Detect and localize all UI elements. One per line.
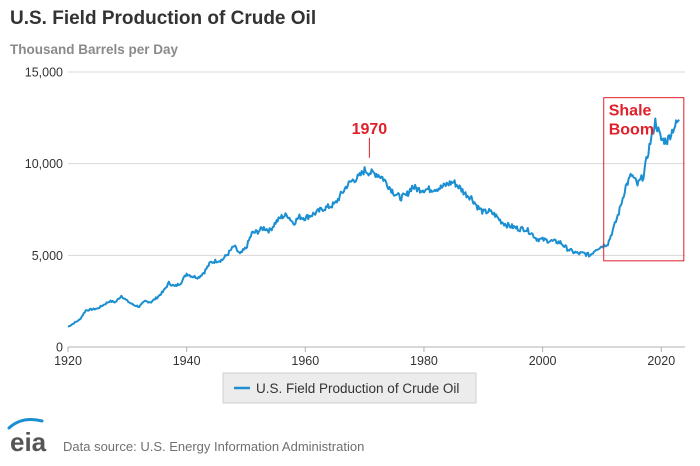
x-tick-label: 1940 — [173, 354, 201, 368]
y-axis-label: Thousand Barrels per Day — [10, 42, 179, 57]
x-tick-label: 1920 — [54, 354, 82, 368]
series-layer — [67, 117, 680, 328]
data-source: Data source: U.S. Energy Information Adm… — [63, 439, 364, 454]
annotation-boom-label: Boom — [609, 122, 654, 139]
x-tick-label: 1980 — [410, 354, 438, 368]
y-tick-label: 10,000 — [25, 157, 63, 171]
gridlines — [68, 71, 685, 348]
legend-box — [222, 372, 477, 404]
y-tick-label: 15,000 — [25, 66, 63, 80]
annotations: 1970 Shale Boom — [352, 97, 685, 262]
annotation-1970-label: 1970 — [352, 121, 388, 138]
y-tick-label: 5,000 — [32, 249, 63, 263]
annotation-shale-label: Shale — [609, 103, 652, 120]
eia-logo: eia — [7, 418, 47, 457]
legend[interactable]: U.S. Field Production of Crude Oil — [222, 372, 477, 404]
eia-logo-text: eia — [10, 427, 47, 457]
y-tick-label: 0 — [56, 341, 63, 355]
legend-label: U.S. Field Production of Crude Oil — [256, 381, 459, 396]
series-line-crude-oil — [67, 117, 680, 328]
x-tick-label: 2000 — [529, 354, 557, 368]
eia-logo-swoosh-icon — [7, 418, 44, 430]
chart-title: U.S. Field Production of Crude Oil — [10, 8, 316, 29]
x-axis-ticks: 1920 1940 1960 1980 2000 2020 — [54, 347, 675, 368]
shale-boom-box — [603, 97, 685, 262]
y-axis-ticks: 0 5,000 10,000 15,000 — [25, 66, 63, 355]
x-tick-label: 2020 — [647, 354, 675, 368]
x-tick-label: 1960 — [291, 354, 319, 368]
